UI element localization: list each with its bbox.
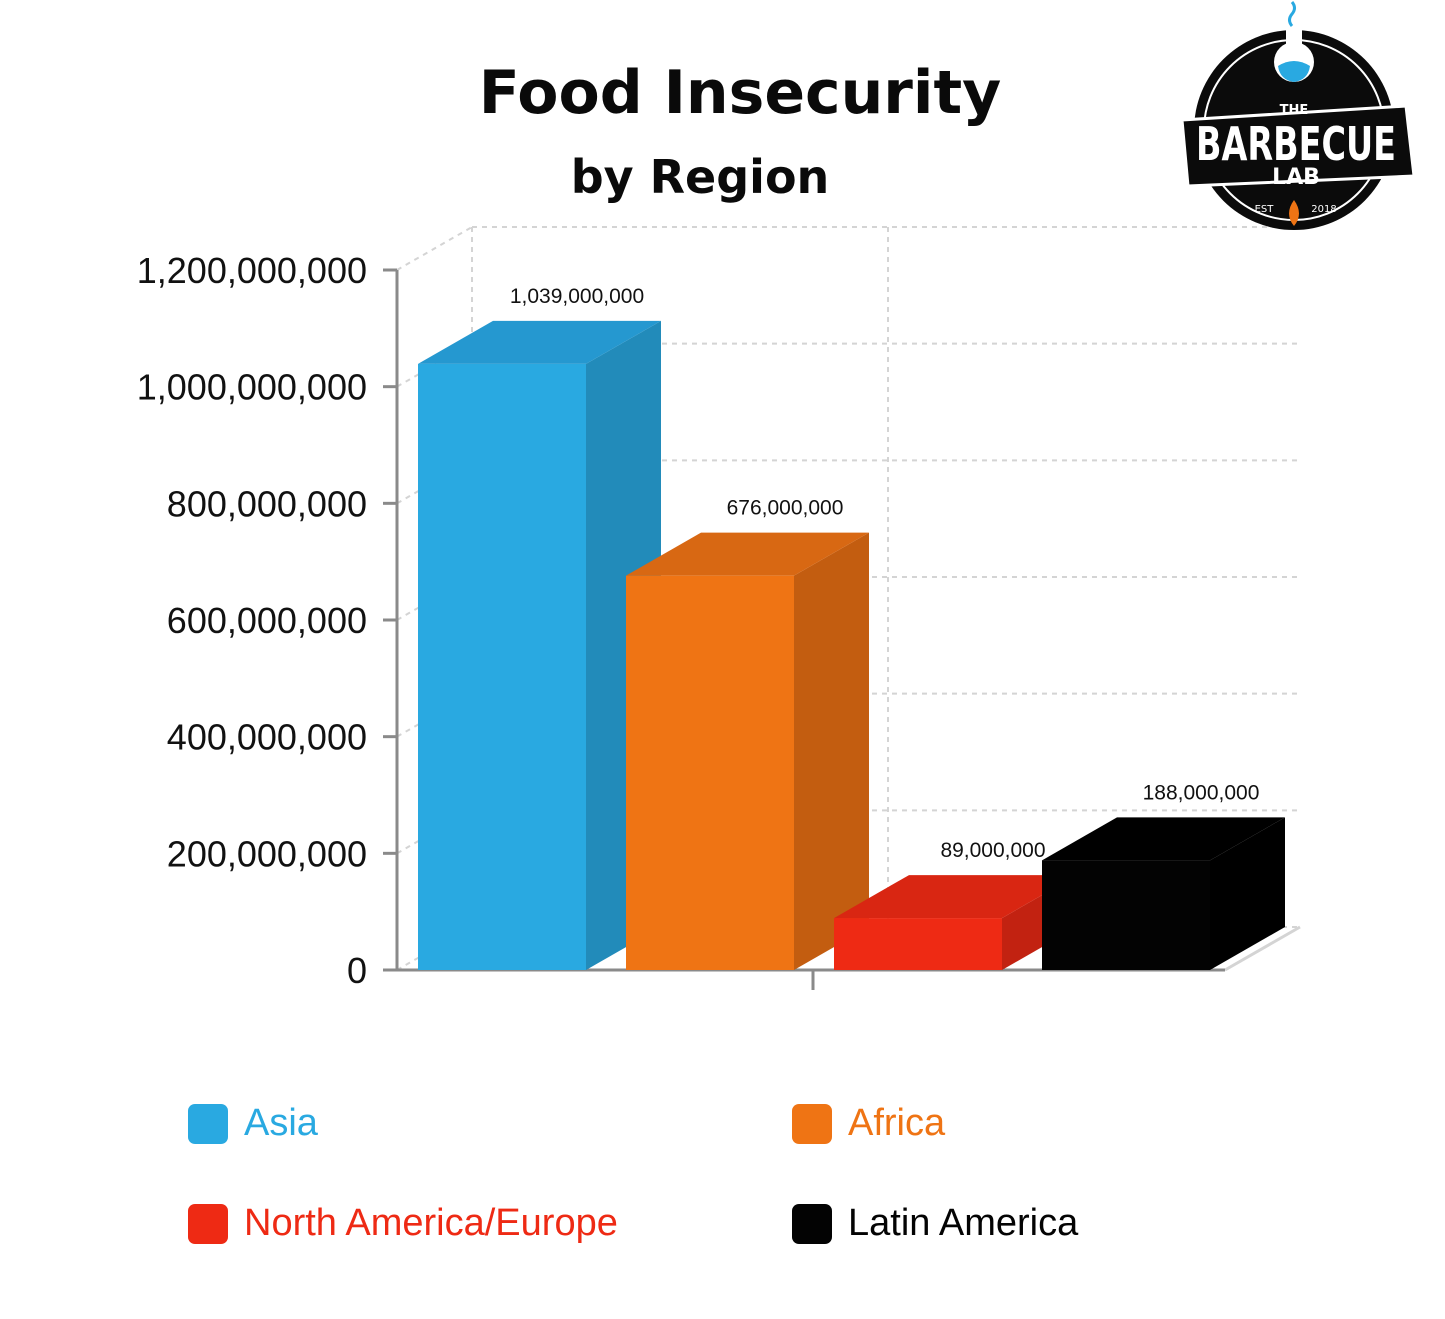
y-tick-label: 800,000,000 — [167, 483, 367, 524]
floor-edge — [1224, 925, 1301, 972]
logo-text-the: THE — [1280, 103, 1309, 118]
legend-label-latin-america: Latin America — [848, 1202, 1079, 1244]
y-tick-label: 1,200,000,000 — [137, 250, 367, 291]
flame-icon — [1289, 200, 1299, 226]
legend-item-asia: Asia — [188, 1102, 318, 1145]
legend-label-asia: Asia — [244, 1102, 318, 1144]
legend-swatch-north-america-europe — [188, 1203, 228, 1244]
barbecue-lab-logo: THE BARBECUE LAB EST 2018 — [1180, 1, 1416, 230]
bar-top-asia — [418, 320, 661, 364]
value-label-asia: 1,039,000,000 — [510, 285, 644, 308]
steam-icon — [1288, 1, 1296, 27]
bar-africa — [626, 575, 794, 970]
gridline-side — [396, 226, 473, 271]
value-label-north-america-europe: 89,000,000 — [940, 839, 1045, 862]
y-tick-label: 200,000,000 — [167, 833, 367, 874]
y-tick-label: 0 — [347, 950, 367, 991]
bar-chart: 0 200,000,000 400,000,000 600,000,000 800,00… — [137, 226, 1301, 991]
chart-subtitle: by Region — [570, 150, 830, 204]
legend-item-latin-america: Latin America — [792, 1202, 1078, 1245]
y-tick-label: 1,000,000,000 — [137, 367, 367, 408]
legend-label-africa: Africa — [848, 1102, 946, 1144]
value-label-africa: 676,000,000 — [727, 497, 844, 520]
legend-swatch-africa — [792, 1103, 832, 1144]
logo-text-est: EST — [1255, 204, 1275, 215]
legend-label-north-america-europe: North America/Europe — [244, 1202, 618, 1244]
bar-top-north-america-europe — [834, 875, 1077, 919]
logo-text-barbecue: BARBECUE — [1196, 117, 1396, 171]
logo-banner — [1180, 104, 1416, 188]
bar-north-america-europe — [834, 918, 1002, 970]
legend-swatch-asia — [188, 1103, 228, 1144]
logo-text-year: 2018 — [1311, 204, 1336, 215]
bar-asia — [418, 363, 586, 971]
bar-top-latin-america — [1042, 817, 1285, 861]
legend-item-north-america-europe: North America/Europe — [188, 1202, 618, 1245]
bar-top-africa — [626, 532, 869, 576]
legend-item-africa: Africa — [792, 1102, 945, 1145]
value-label-latin-america: 188,000,000 — [1143, 781, 1260, 804]
bar-latin-america — [1042, 860, 1210, 970]
legend-swatch-latin-america — [792, 1203, 832, 1244]
bar-side-africa — [794, 532, 869, 970]
bar-side-latin-america — [1210, 817, 1285, 970]
chart-title: Food Insecurity — [478, 58, 1002, 128]
y-tick-label: 600,000,000 — [167, 600, 367, 641]
logo-text-lab: LAB — [1272, 165, 1320, 190]
y-tick-label: 400,000,000 — [167, 717, 367, 758]
